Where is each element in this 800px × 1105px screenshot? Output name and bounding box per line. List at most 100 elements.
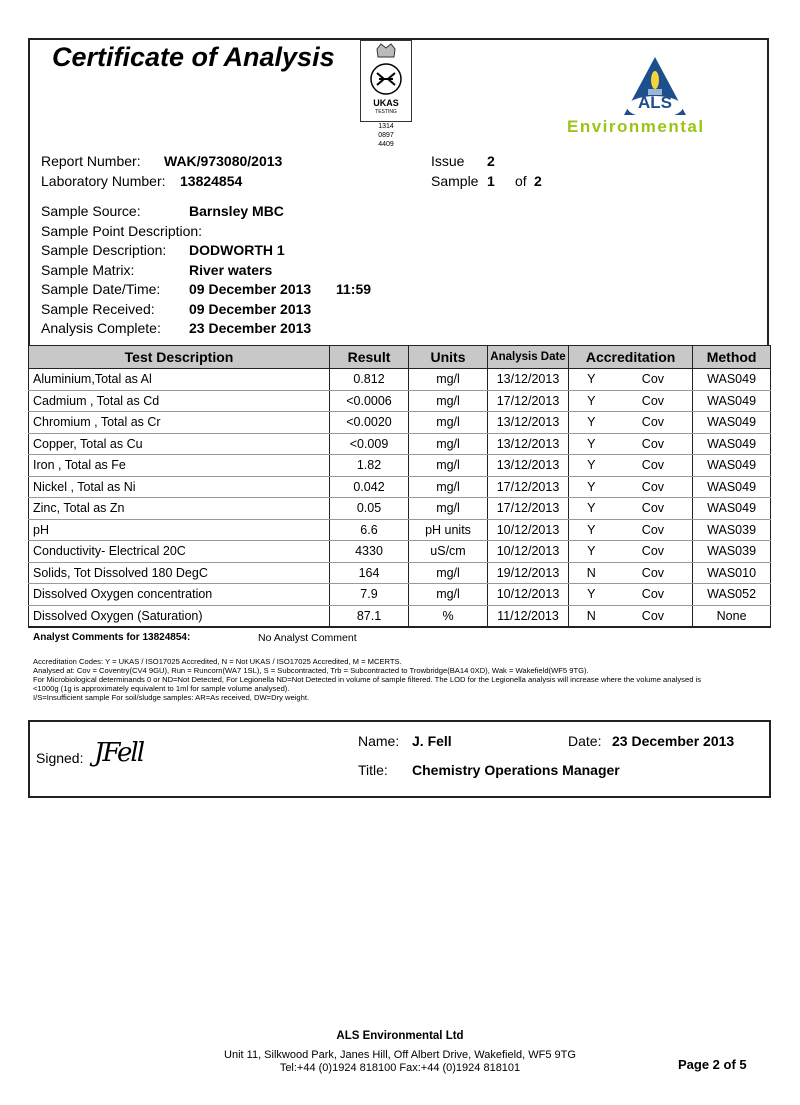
table-row: Solids, Tot Dissolved 180 DegC 164 mg/l 19/…	[28, 562, 771, 584]
cell-test-description: Chromium , Total as Cr	[28, 411, 330, 434]
footer-company: ALS Environmental Ltd	[336, 1030, 464, 1042]
cell-analysis-date: 10/12/2013	[487, 540, 569, 563]
cell-test-description: Nickel , Total as Ni	[28, 476, 330, 498]
cell-method: WAS049	[692, 433, 771, 455]
signed-label: Signed:	[36, 750, 84, 766]
cell-units: %	[408, 605, 488, 628]
cell-accredited: Y	[567, 583, 614, 606]
note-line: <1000g (1g is approximately equivalent t…	[33, 684, 290, 693]
cell-units: mg/l	[408, 454, 488, 477]
col-test-description: Test Description	[28, 345, 330, 369]
sample-field-value: 09 December 2013	[189, 300, 312, 317]
cell-method: WAS010	[692, 562, 771, 584]
cell-analysis-date: 19/12/2013	[487, 562, 569, 584]
cell-test-description: pH	[28, 519, 330, 541]
cell-test-description: Solids, Tot Dissolved 180 DegC	[28, 562, 330, 584]
cell-accredited: Y	[567, 540, 614, 563]
cell-units: mg/l	[408, 583, 488, 606]
handwritten-signature: JFell	[94, 738, 145, 768]
cell-analysis-date: 13/12/2013	[487, 433, 569, 455]
cell-lab: Cov	[613, 433, 694, 455]
cell-units: mg/l	[408, 476, 488, 498]
cell-accredited: N	[567, 605, 614, 628]
table-row: Zinc, Total as Zn 0.05 mg/l 17/12/2013 Y Cov W…	[28, 497, 771, 520]
als-environmental-text: Environmental	[567, 117, 705, 136]
cell-result: 4330	[329, 540, 409, 563]
sample-field-label: Sample Matrix:	[41, 261, 135, 278]
note-line: I/S=Insufficient sample For soil/sludge …	[33, 693, 310, 702]
cell-units: mg/l	[408, 433, 488, 455]
sample-field-value: 23 December 2013	[189, 320, 312, 336]
cell-analysis-date: 10/12/2013	[487, 519, 569, 541]
cell-result: 87.1	[329, 605, 409, 628]
cell-accredited: Y	[567, 476, 614, 498]
sample-field-value: Barnsley MBC	[189, 203, 284, 219]
cell-method: None	[692, 605, 771, 628]
cell-lab: Cov	[613, 562, 694, 584]
cell-result: 0.812	[329, 368, 409, 391]
cell-method: WAS049	[692, 390, 771, 412]
cell-accredited: Y	[567, 433, 614, 455]
header-box	[28, 38, 769, 345]
cell-method: WAS049	[692, 454, 771, 477]
cell-lab: Cov	[613, 368, 694, 391]
cell-method: WAS049	[692, 368, 771, 391]
table-row: Aluminium,Total as Al 0.812 mg/l 13/12/2013…	[28, 368, 771, 391]
cell-test-description: Zinc, Total as Zn	[28, 497, 330, 520]
sample-field-label: Sample Point Description:	[41, 222, 203, 239]
cell-lab: Cov	[613, 411, 694, 434]
cell-lab: Cov	[613, 605, 694, 628]
date-label: Date:	[568, 733, 602, 749]
ukas-sub: TESTING	[375, 109, 397, 115]
signer-title: Chemistry Operations Manager	[412, 762, 620, 778]
cell-lab: Cov	[613, 540, 694, 563]
sample-field-label: Sample Received:	[41, 300, 155, 317]
cell-analysis-date: 17/12/2013	[487, 390, 569, 412]
report-number: WAK/973080/2013	[164, 153, 283, 169]
cell-analysis-date: 17/12/2013	[487, 497, 569, 520]
note-line: For Microbiological determinands 0 or ND…	[33, 675, 702, 684]
sample-field-value: River waters	[189, 261, 273, 278]
cell-units: uS/cm	[408, 540, 488, 563]
cell-lab: Cov	[613, 454, 694, 477]
cell-units: pH units	[408, 519, 488, 541]
cell-lab: Cov	[613, 519, 694, 541]
cell-lab: Cov	[613, 390, 694, 412]
als-triangle-icon	[624, 57, 686, 118]
sample-number: 1	[487, 173, 495, 189]
page-number: Page 2 of 5	[678, 1057, 747, 1072]
cell-result: 6.6	[329, 519, 409, 541]
table-row: Conductivity- Electrical 20C 4330 uS/cm 10/…	[28, 540, 771, 563]
ukas-logo: UKAS TESTING	[360, 40, 412, 122]
ukas-number: 4409	[378, 141, 394, 148]
cell-test-description: Dissolved Oxygen concentration	[28, 583, 330, 606]
cell-result: <0.0006	[329, 390, 409, 412]
table-row: Dissolved Oxygen (Saturation) 87.1% 11/12/…	[28, 605, 771, 628]
ukas-numbers: 1314 0897 4409	[360, 122, 412, 149]
cell-result: 7.9	[329, 583, 409, 606]
cell-result: 164	[329, 562, 409, 584]
cell-lab: Cov	[613, 476, 694, 498]
name-label: Name:	[358, 733, 400, 749]
col-analysis-date: Analysis Date	[487, 345, 569, 369]
accreditation-notes: Accreditation Codes: Y = UKAS / ISO17025…	[33, 657, 773, 702]
col-units: Units	[408, 345, 488, 369]
col-method: Method	[692, 345, 771, 369]
issue-number: 2	[487, 153, 495, 169]
cell-analysis-date: 10/12/2013	[487, 583, 569, 606]
cell-units: mg/l	[408, 562, 488, 584]
cell-method: WAS049	[692, 411, 771, 434]
cell-analysis-date: 17/12/2013	[487, 476, 569, 498]
cell-units: mg/l	[408, 390, 488, 412]
als-logo: ALS	[620, 55, 690, 121]
cell-lab: Cov	[613, 497, 694, 520]
table-row: Cadmium , Total as Cd <0.0006 mg/l 17/12/20…	[28, 390, 771, 412]
sample-field-value: DODWORTH 1	[189, 242, 285, 258]
table-row: Iron , Total as Fe 1.82 mg/l 13/12/2013 Y Cov…	[28, 454, 771, 477]
sample-field-label: Analysis Complete:	[41, 320, 161, 336]
cell-accredited: Y	[567, 519, 614, 541]
table-header-row: Test Description Result Units Analysis D…	[28, 345, 771, 369]
cell-analysis-date: 13/12/2013	[487, 411, 569, 434]
cell-units: mg/l	[408, 368, 488, 391]
